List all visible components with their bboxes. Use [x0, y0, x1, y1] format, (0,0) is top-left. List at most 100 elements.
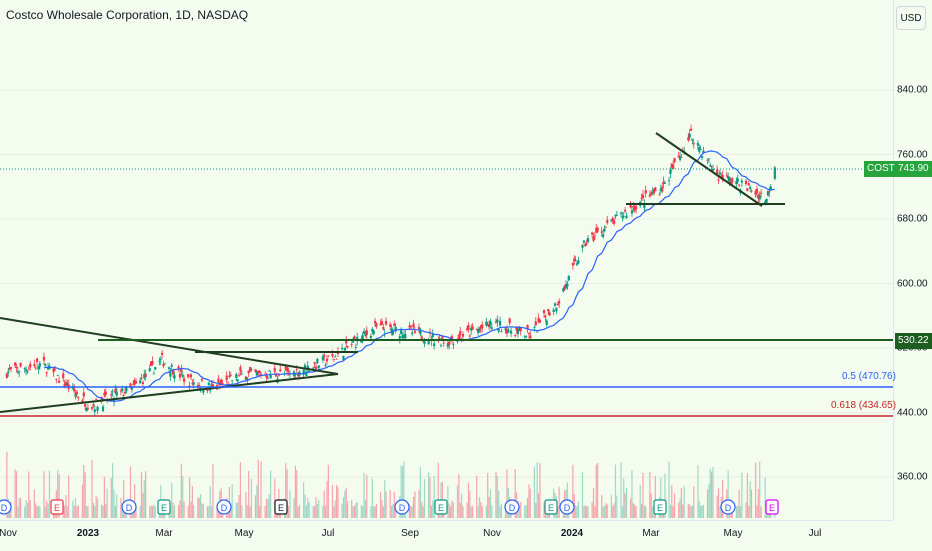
candle-body[interactable]: [316, 358, 319, 364]
candle-body[interactable]: [591, 232, 594, 235]
candle-body[interactable]: [547, 309, 550, 312]
candle-body[interactable]: [162, 363, 165, 367]
candle-body[interactable]: [351, 341, 355, 343]
candle-body[interactable]: [700, 156, 704, 158]
candle-body[interactable]: [709, 165, 712, 167]
candle-body[interactable]: [573, 258, 576, 262]
candle-body[interactable]: [758, 195, 761, 200]
candle-body[interactable]: [37, 366, 40, 370]
candle-body[interactable]: [442, 342, 445, 344]
candle-body[interactable]: [553, 303, 557, 306]
candle-body[interactable]: [140, 377, 143, 379]
candle-body[interactable]: [57, 380, 61, 383]
candle-body[interactable]: [248, 367, 252, 372]
candle-body[interactable]: [504, 328, 507, 331]
candle-body[interactable]: [180, 368, 183, 372]
candle-body[interactable]: [401, 335, 404, 339]
candle-body[interactable]: [769, 186, 772, 191]
candle-body[interactable]: [602, 234, 605, 237]
candle-body[interactable]: [85, 407, 88, 412]
candle-body[interactable]: [640, 197, 643, 199]
candle-body[interactable]: [629, 204, 632, 208]
candle-body[interactable]: [150, 361, 153, 366]
candle-body[interactable]: [246, 377, 249, 380]
candle-body[interactable]: [485, 321, 488, 326]
candle-body[interactable]: [188, 385, 191, 387]
candle-body[interactable]: [487, 324, 491, 328]
candle-body[interactable]: [306, 365, 309, 369]
candle-body[interactable]: [56, 375, 59, 376]
candle-body[interactable]: [402, 334, 406, 338]
candle-body[interactable]: [9, 366, 13, 369]
candle-body[interactable]: [446, 343, 449, 347]
candle-body[interactable]: [8, 368, 11, 370]
candle-body[interactable]: [250, 369, 253, 370]
candle-body[interactable]: [489, 321, 492, 325]
candle-body[interactable]: [375, 323, 378, 327]
candle-body[interactable]: [669, 170, 672, 174]
candle-body[interactable]: [652, 189, 656, 194]
candle-body[interactable]: [441, 336, 444, 341]
candle-body[interactable]: [746, 188, 749, 191]
candle-body[interactable]: [673, 158, 676, 162]
candle-body[interactable]: [141, 382, 144, 384]
candle-body[interactable]: [237, 374, 241, 376]
candle-body[interactable]: [321, 356, 324, 360]
dividend-marker[interactable]: D: [720, 499, 736, 515]
candle-body[interactable]: [692, 143, 695, 145]
candle-body[interactable]: [398, 336, 401, 339]
candle-body[interactable]: [177, 366, 180, 370]
candle-body[interactable]: [716, 169, 719, 175]
candle-body[interactable]: [228, 375, 231, 378]
candle-body[interactable]: [471, 326, 474, 330]
candle-body[interactable]: [476, 329, 480, 333]
candle-body[interactable]: [207, 382, 210, 386]
candle-body[interactable]: [634, 206, 638, 210]
candle-body[interactable]: [563, 285, 566, 289]
candle-body[interactable]: [408, 325, 411, 328]
candle-body[interactable]: [481, 324, 484, 329]
candle-body[interactable]: [556, 303, 559, 306]
candle-body[interactable]: [14, 362, 17, 366]
dividend-marker[interactable]: D: [0, 499, 12, 515]
candle-body[interactable]: [345, 339, 348, 344]
time-axis[interactable]: [0, 520, 893, 551]
earnings-marker[interactable]: E: [653, 499, 667, 515]
candle-body[interactable]: [275, 374, 278, 377]
candle-body[interactable]: [114, 388, 117, 394]
earnings-marker[interactable]: E: [765, 499, 779, 515]
candle-body[interactable]: [104, 391, 107, 395]
candle-body[interactable]: [343, 347, 346, 351]
candle-body[interactable]: [27, 368, 30, 370]
candle-body[interactable]: [42, 356, 46, 361]
candle-body[interactable]: [273, 367, 276, 372]
candle-body[interactable]: [516, 329, 520, 335]
candle-body[interactable]: [152, 373, 155, 375]
candle-body[interactable]: [736, 178, 739, 182]
candle-body[interactable]: [125, 386, 128, 392]
candle-body[interactable]: [689, 128, 693, 131]
earnings-marker[interactable]: E: [274, 499, 288, 515]
candle-body[interactable]: [66, 383, 69, 385]
candle-body[interactable]: [691, 138, 694, 141]
candle-body[interactable]: [494, 321, 498, 323]
currency-button[interactable]: USD: [896, 6, 926, 30]
candle-body[interactable]: [740, 180, 743, 183]
candle-body[interactable]: [490, 327, 493, 329]
candle-body[interactable]: [621, 216, 624, 218]
price-axis[interactable]: [893, 0, 932, 520]
candle-body[interactable]: [615, 214, 618, 216]
candle-body[interactable]: [312, 367, 315, 369]
candle-body[interactable]: [86, 408, 90, 410]
candle-body[interactable]: [738, 184, 741, 186]
candle-body[interactable]: [100, 396, 103, 402]
candle-body[interactable]: [538, 319, 542, 323]
candle-body[interactable]: [167, 367, 171, 369]
candle-body[interactable]: [643, 203, 646, 209]
candle-body[interactable]: [122, 394, 125, 396]
candle-body[interactable]: [744, 180, 748, 185]
earnings-marker[interactable]: E: [434, 499, 448, 515]
candle-body[interactable]: [545, 320, 548, 325]
candle-body[interactable]: [62, 373, 65, 379]
upper-trendline-2022[interactable]: [0, 317, 339, 375]
